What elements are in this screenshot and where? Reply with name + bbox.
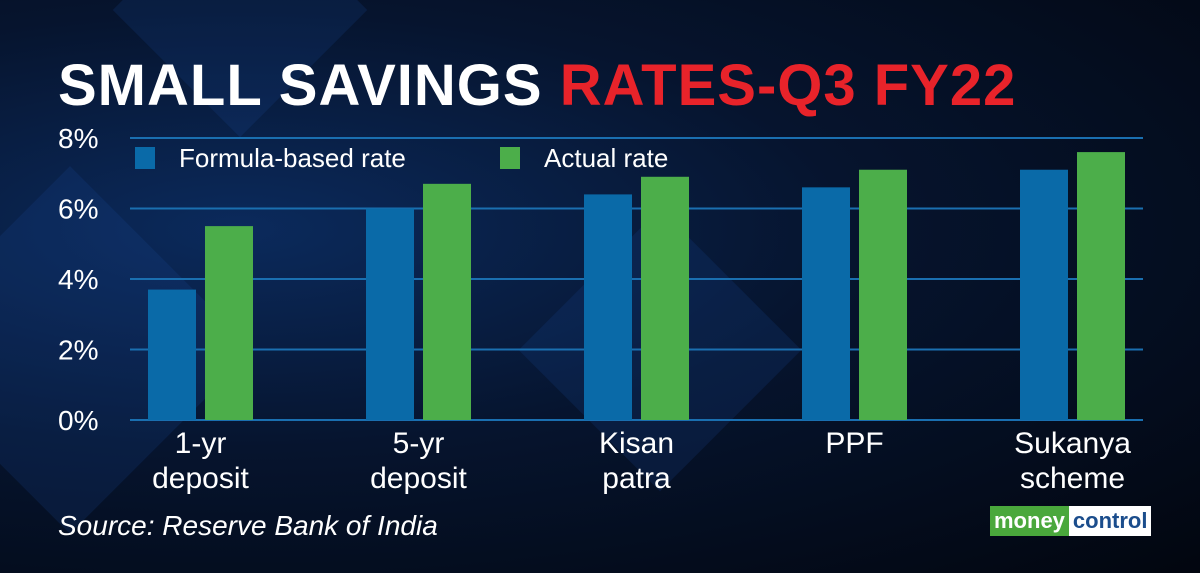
y-tick-label: 0% [58,405,98,436]
bar-formula [148,289,196,420]
bar-formula [1020,169,1068,420]
bar-actual [423,183,471,420]
x-tick-label: Sukanya [1014,427,1131,460]
y-tick-label: 4% [58,264,98,295]
legend-swatch [135,147,155,169]
bar-formula [802,187,850,420]
x-tick-label: scheme [1020,462,1125,495]
title-white: SMALL SAVINGS [58,53,560,118]
bar-formula [366,208,414,420]
moneycontrol-logo: money control [990,506,1152,536]
x-tick-label: deposit [152,462,249,495]
y-tick-label: 2% [58,335,98,366]
title-red: RATES-Q3 FY22 [559,53,1017,118]
bar-actual [205,226,253,420]
legend-label: Actual rate [544,143,668,173]
x-tick-label: Kisan [599,427,674,460]
legend-swatch [500,147,520,169]
x-tick-label: deposit [370,462,467,495]
x-tick-label: patra [602,462,671,495]
y-tick-label: 8% [58,123,98,154]
bar-formula [584,194,632,420]
legend-label: Formula-based rate [179,143,406,173]
bar-actual [641,176,689,420]
x-tick-label: 1-yr [175,427,227,460]
x-tick-label: 5-yr [393,427,445,460]
x-tick-label: PPF [825,427,883,460]
logo-part1: money [990,506,1069,536]
y-tick-label: 6% [58,194,98,225]
bar-actual [859,169,907,420]
bar-actual [1077,152,1125,420]
chart-title: SMALL SAVINGS RATES-Q3 FY22 [58,52,1016,119]
logo-part2: control [1068,506,1152,536]
source-note: Source: Reserve Bank of India [58,510,438,541]
